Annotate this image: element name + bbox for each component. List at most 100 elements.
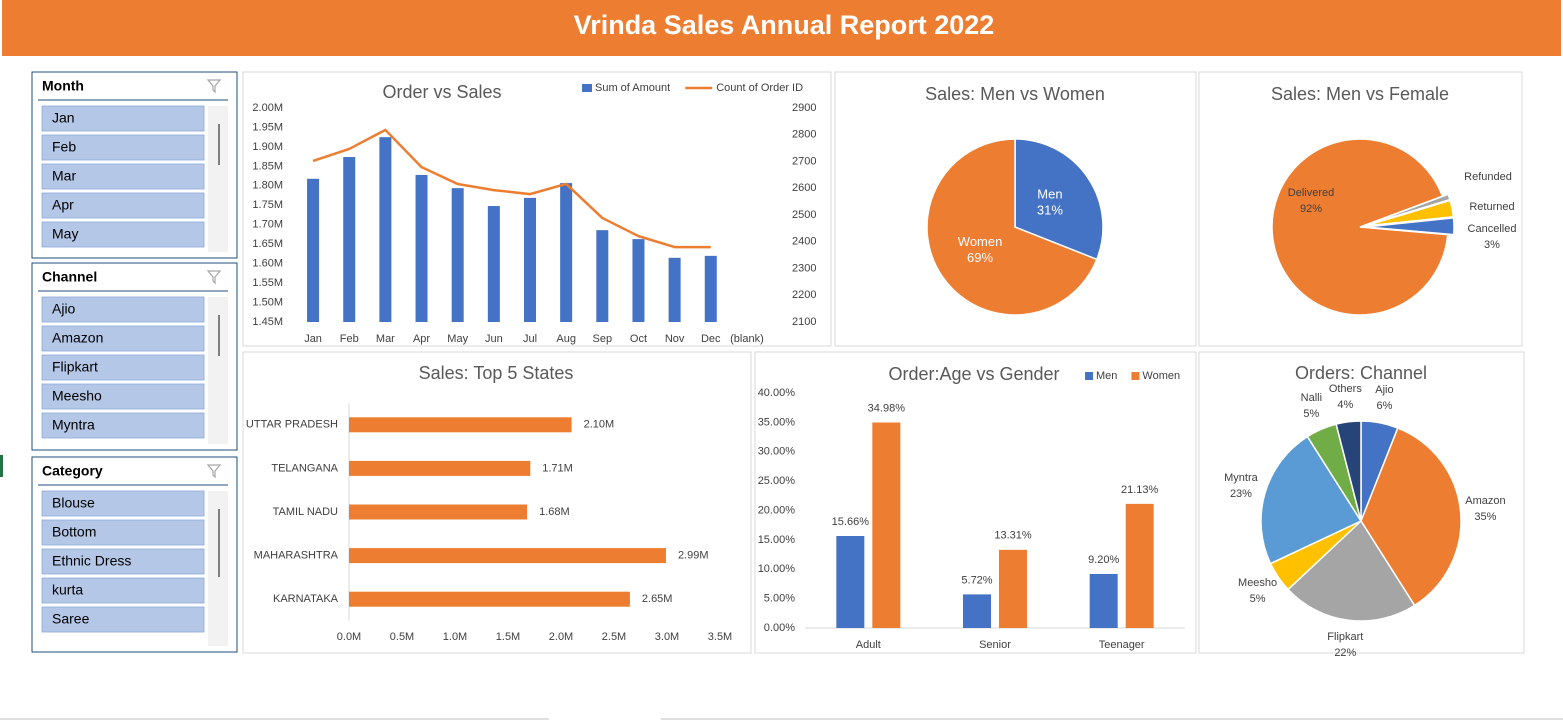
slicer-item[interactable] [41, 383, 205, 410]
slicer-item-label[interactable]: Saree [52, 611, 90, 627]
value-label: 13.31% [994, 530, 1032, 542]
slicer-item[interactable] [41, 519, 205, 546]
slicer-item[interactable] [41, 577, 205, 604]
slice-label: Others [1329, 383, 1363, 395]
slicer-item[interactable] [41, 412, 205, 439]
y-tick-label: MAHARASHTRA [254, 550, 339, 562]
x-tick-label: Feb [340, 333, 359, 345]
slicer-item[interactable] [41, 490, 205, 517]
y-tick-label: 30.00% [758, 446, 796, 458]
y-tick-label: 15.00% [758, 534, 796, 546]
slicer-item-label[interactable]: kurta [52, 582, 83, 598]
y-tick-label: 1.55M [252, 277, 283, 289]
legend-swatch [1085, 372, 1093, 380]
x-tick-label: Jun [485, 333, 503, 345]
slice-label: Women [958, 234, 1003, 249]
chart-panel [242, 351, 752, 654]
y-tick-label: UTTAR PRADESH [246, 419, 338, 431]
y2-tick-label: 2500 [792, 209, 816, 221]
y2-tick-label: 2900 [792, 102, 816, 114]
chart-title: Order vs Sales [382, 82, 501, 102]
slicer-title: Category [42, 463, 103, 479]
pie-slice [1365, 217, 1455, 236]
slice-label: Delivered [1288, 187, 1334, 199]
x-tick-label: Nov [665, 333, 685, 345]
y2-tick-label: 2200 [792, 289, 816, 301]
slicer-item[interactable] [41, 221, 205, 248]
slicer-scrollbar [208, 106, 228, 252]
slicer-item[interactable] [41, 192, 205, 219]
slicer-item[interactable] [41, 548, 205, 575]
pie-slice [1287, 519, 1416, 622]
bar [349, 460, 531, 476]
value-label: 2.10M [584, 419, 615, 431]
slice-label: Refunded [1464, 171, 1512, 183]
y-tick-label: 1.60M [252, 258, 283, 270]
slicer-item-label[interactable]: Blouse [52, 495, 95, 511]
slicer-item[interactable] [41, 296, 205, 323]
y-tick-label: KARNATAKA [273, 593, 339, 605]
line [312, 128, 711, 249]
bar [560, 183, 573, 322]
bar [668, 257, 681, 322]
slicer-item-label[interactable]: Mar [52, 168, 76, 184]
legend-swatch [582, 84, 592, 92]
y-tick-label: TAMIL NADU [273, 506, 338, 518]
legend-label: Count of Order ID [716, 82, 803, 94]
pie-slice [1360, 427, 1462, 607]
slicer-item[interactable] [41, 354, 205, 381]
bar [1089, 573, 1118, 628]
x-tick-label: Jan [304, 333, 322, 345]
slice-value-label: 3% [1484, 239, 1500, 251]
slicer-item[interactable] [41, 163, 205, 190]
slicer-item-label[interactable]: Flipkart [52, 359, 98, 375]
bar [379, 137, 392, 322]
y-tick-label: TELANGANA [271, 462, 338, 474]
y-tick-label: 1.90M [252, 141, 283, 153]
bar [524, 197, 536, 322]
clear-filter-icon[interactable] [206, 464, 222, 479]
bar [704, 255, 717, 322]
slicer-item-label[interactable]: Amazon [52, 330, 103, 346]
slicer-item[interactable] [41, 325, 205, 352]
header-band [2, 0, 1561, 56]
slicer-item-label[interactable]: Meesho [52, 388, 102, 404]
chart-title: Sales: Men vs Women [925, 84, 1105, 104]
slicer-item[interactable] [41, 606, 205, 633]
y2-tick-label: 2100 [792, 316, 816, 328]
x-tick-label: 0.0M [337, 631, 361, 643]
bar [836, 535, 865, 628]
slicer-item-label[interactable]: Ajio [52, 301, 76, 317]
legend-label: Men [1096, 370, 1117, 382]
bar [349, 504, 528, 520]
slicer-item-label[interactable]: Jan [52, 110, 75, 126]
y-tick-label: 1.50M [252, 296, 283, 308]
slice-value-label: 69% [967, 250, 993, 265]
clear-filter-icon[interactable] [206, 79, 222, 94]
chart-title: Sales: Top 5 States [419, 363, 574, 383]
x-tick-label: Sep [593, 333, 613, 345]
x-tick-label: (blank) [730, 333, 764, 345]
bar [349, 417, 572, 433]
chart-title: Sales: Men vs Female [1271, 84, 1449, 104]
slicer-item-label[interactable]: Bottom [52, 524, 96, 540]
slicer-item-label[interactable]: May [52, 226, 78, 242]
value-label: 9.20% [1088, 554, 1119, 566]
slice-value-label: 22% [1334, 647, 1356, 659]
slice-value-label: 4% [1337, 399, 1353, 411]
slicer-item[interactable] [41, 105, 205, 132]
header-title: Vrinda Sales Annual Report 2022 [574, 10, 995, 40]
clear-filter-icon[interactable] [206, 270, 222, 285]
slicer-item-label[interactable]: Ethnic Dress [52, 553, 131, 569]
slicer-item-label[interactable]: Apr [52, 197, 74, 213]
slicer-item[interactable] [41, 134, 205, 161]
slicer-item-label[interactable]: Feb [52, 139, 76, 155]
value-label: 1.71M [542, 462, 573, 474]
legend-swatch [1131, 372, 1140, 380]
x-tick-label: Jul [523, 333, 537, 345]
x-tick-label: May [447, 333, 468, 345]
slicer-item-label[interactable]: Myntra [52, 417, 95, 433]
slice-label: Meesho [1238, 577, 1277, 589]
x-tick-label: Aug [556, 333, 576, 345]
